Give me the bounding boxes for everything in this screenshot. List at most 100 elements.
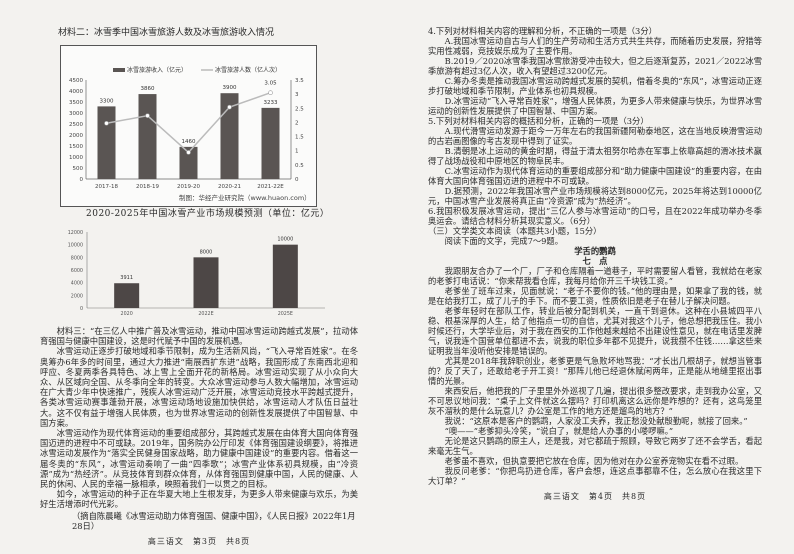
paragraph: 材料三：“在三亿人中推广普及冰雪运动，推动中国冰雪运动跨越式发展”，拉动体育强国… (40, 326, 358, 347)
paragraph: D.冰雪运动“飞入寻常百姓家”，增强人民体质，为更多人带来健康与快乐，为世界冰雪… (428, 96, 762, 116)
y-tick: 8000 (71, 255, 83, 261)
y-tick-right: 0 (295, 177, 299, 183)
x-tick-label: 2021-22E (257, 184, 284, 190)
page-footer: 高三语文 第4页 共8页 (543, 492, 647, 501)
legend-bar-swatch (113, 68, 125, 72)
tourism-chart: 0 500 1000 1500 2000 2500 3000 3500 4000 4500 0 0.5… (60, 45, 317, 207)
y-tick-left: 3000 (69, 111, 83, 117)
material2-title: 材料二：冰雪季中国冰雪旅游人数及冰雪旅游收入情况 (58, 28, 275, 38)
bar-label: 10000 (277, 237, 293, 243)
bar (138, 94, 157, 179)
bar (261, 107, 280, 179)
legend-label: 冰雪旅游人数（亿人次） (215, 66, 281, 74)
line-point (227, 104, 232, 110)
paragraph: 老爹虽不喜欢，但执意要把它放在仓库，因为他对在办公室养宠物实在看不过眼。 (444, 456, 744, 466)
bar-label: 1460 (182, 139, 196, 145)
paragraph: 老爹坐了班车过来，见面就说：“老子不要你的钱。”他的理由是，如果拿了我的钱，就是… (428, 286, 762, 306)
y-tick: 6000 (71, 268, 83, 274)
line-label: 3.05 (264, 81, 277, 87)
paragraph: C.冰雪运动作为现代体育运动的重要组成部分和“助力健康中国建设”的重要内容，在由… (428, 166, 762, 186)
paragraph: 我反问老爹：“你把鸟扔进仓库，客户会想，连这点事都靠不住，怎么放心在我这里下大订… (428, 466, 762, 486)
left-text-column: 材料三：“在三亿人中推广普及冰雪运动，推动中国冰雪运动跨越式发展”，拉动体育强国… (40, 326, 358, 547)
industry-chart-svg: 0 2000 4000 6000 8000 10000 12000 3911 2020 8000 2… (68, 230, 325, 317)
y-tick-right: 3 (295, 92, 299, 98)
y-tick: 10000 (68, 243, 83, 249)
paragraph: 来西安后，他把我的厂子里里外外巡视了几遍，提出很多整改要求，走到我办公室，又不可… (428, 386, 762, 416)
y-tick: 4000 (71, 281, 83, 287)
line-point (268, 90, 273, 96)
y-tick-right: 2 (295, 120, 299, 126)
paragraph: B.清朝是冰上运动的黄金时期，得益于清太祖努尔哈赤在军事上依靠高超的滑冰技术赢得… (428, 146, 762, 166)
line-point (145, 113, 150, 118)
bar (114, 283, 140, 308)
y-tick-right: 1.5 (295, 135, 304, 141)
question-stem: 4.下列对材料相关内容的理解和分析，不正确的一项是（3分） (428, 26, 657, 36)
paragraph: 冰雪运动正逐步打破地域和季节限制，成为生活新风尚，“飞入寻常百姓家”。在冬奥筹办… (40, 346, 358, 428)
exam-page-3: 材料二：冰雪季中国冰雪旅游人数及冰雪旅游收入情况 0 500 1000 1500 200… (40, 28, 358, 547)
paragraph: 我跟朋友合办了一个厂，厂子和仓库隔着一道巷子，平时需要留人看管，我就给在老家的老… (428, 266, 762, 286)
y-tick: 0 (80, 306, 83, 312)
y-tick-left: 4500 (69, 78, 83, 84)
y-tick-left: 3500 (69, 100, 83, 106)
paragraph: A.我国冰雪运动自古与人们的生产劳动和生活方式共生共存，而随着历史发展，狩猎等实… (428, 36, 762, 56)
bar (272, 244, 298, 308)
chart2-title: 2020-2025年中国冰雪产业市场规模预测（单位：亿元） (86, 209, 330, 219)
industry-chart: 0 2000 4000 6000 8000 10000 12000 3911 2020 8000 2… (60, 222, 330, 320)
bar-label: 3900 (223, 85, 237, 91)
y-tick-left: 0 (80, 177, 84, 183)
paragraph: 老爹年轻时在部队工作，转业后被分配到机关，一直干到退休。这种在小县城四平八稳、根… (428, 306, 762, 356)
y-tick-left: 4000 (69, 89, 83, 95)
x-tick-label: 2020-21 (218, 184, 241, 190)
bar (97, 106, 116, 179)
paragraph: C.筹办冬奥是推动我国冰雪运动跨越式发展的契机，借着冬奥的“东风”，冰雪运动正逐… (428, 76, 762, 96)
x-tick-label: 2019-20 (177, 184, 200, 190)
paragraph: B.2019／2020冰雪季我国冰雪旅游受冲击较大，但之后逐渐复苏，2021／2… (428, 56, 762, 76)
paragraph: 冰雪运动作为现代体育运动的重要组成部分，其跨越式发展在由体育大国向体育强国迈进的… (40, 428, 358, 490)
question-stem: 5.下列对材料相关内容的概括和分析，正确的一项是（3分） (428, 116, 649, 126)
x-tick-label: 2018-19 (136, 184, 159, 190)
y-tick-left: 2000 (69, 133, 83, 139)
paragraph: 阅读下面的文字，完成7～9题。 (444, 236, 564, 246)
paragraph: D.据预测，2022年我国冰雪产业市场规模将达到8000亿元，2025年将达到1… (428, 186, 762, 206)
y-tick-left: 1000 (69, 155, 83, 161)
paragraph: “噢——”老爹抑头冷笑，“说白了，就是给人办事的小喽啰嘛。” (444, 426, 674, 436)
bar (179, 146, 198, 179)
y-tick-left: 1500 (69, 144, 83, 150)
y-tick-left: 2500 (69, 122, 83, 128)
y-tick-right: 1 (295, 149, 299, 155)
y-tick-right: 0.5 (295, 163, 304, 169)
tourism-chart-svg: 0 500 1000 1500 2000 2500 3000 3500 4000 4500 0 0.5… (69, 66, 311, 202)
legend-label: 冰雪旅游收入（亿元） (127, 66, 187, 74)
paragraph: 如今，冰雪运动的种子正在华夏大地上生根发芽，为更多人带来健康与欢乐，为美好生活增… (40, 489, 358, 510)
x-tick-label: 2017-18 (95, 184, 118, 190)
y-tick: 12000 (68, 230, 83, 236)
bar-label: 3300 (100, 98, 114, 104)
question-stem: （三）文学类文本阅读（本题共3小题，15分） (428, 226, 602, 236)
line-point (186, 150, 191, 155)
questions-and-story: 4.下列对材料相关内容的理解和分析，不正确的一项是（3分） A.我国冰雪运动自古与… (428, 26, 762, 486)
right-text-column: 4.下列对材料相关内容的理解和分析，不正确的一项是（3分） A.我国冰雪运动自古与… (428, 26, 762, 502)
story-heading: 学舌的鹦鹉 (574, 246, 616, 256)
question-stem: 6.我国积极发展冰雪运动，提出“三亿人参与冰雪运动”的口号，且在2022年成功举… (428, 206, 762, 226)
material3-text: 材料三：“在三亿人中推广普及冰雪运动，推动中国冰雪运动跨越式发展”，拉动体育强国… (40, 326, 358, 510)
bar-label: 3860 (141, 86, 155, 92)
y-tick: 2000 (71, 293, 83, 299)
paragraph: A.现代滑雪运动发源于距今一万年左右的我国新疆阿勒泰地区，这在当地反映滑雪运动的… (428, 126, 762, 146)
bar (193, 257, 219, 308)
x-tick-label: 2020 (121, 311, 133, 317)
bar-label: 8000 (200, 249, 213, 255)
paragraph: 尤其是2018年我辞职创业，老爹更是气急败坏地骂我：“才长出几根胡子，就想当管事… (428, 356, 762, 386)
bar-label: 3233 (264, 100, 278, 106)
y-tick-right: 2.5 (295, 106, 304, 112)
line-point (104, 120, 109, 126)
source-citation: （摘自陈晨曦《冰雪运动助力体育强国、健康中国》，《人民日报》2022年1月28日… (72, 510, 356, 531)
paragraph: 我说：“这原本是客户的鹦鹉，人家没工夫养，我正愁没处献殷勤呢，就接了回来。” (444, 416, 748, 426)
paragraph: 无论是这只鹦鹉的原主人，还是我，对它都疏于照顾，导致它两岁了还不会学舌，看起来毫… (428, 436, 762, 456)
y-tick-left: 500 (73, 166, 84, 172)
page-footer: 高三语文 第3页 共8页 (147, 537, 251, 547)
story-heading: 七 点 (582, 256, 608, 266)
bar-label: 3911 (120, 275, 133, 281)
source-note: 制图：华经产业研究院（www.huaon.com） (179, 193, 311, 202)
x-tick-label: 2022E (198, 311, 213, 317)
y-tick-right: 3.5 (295, 78, 304, 84)
